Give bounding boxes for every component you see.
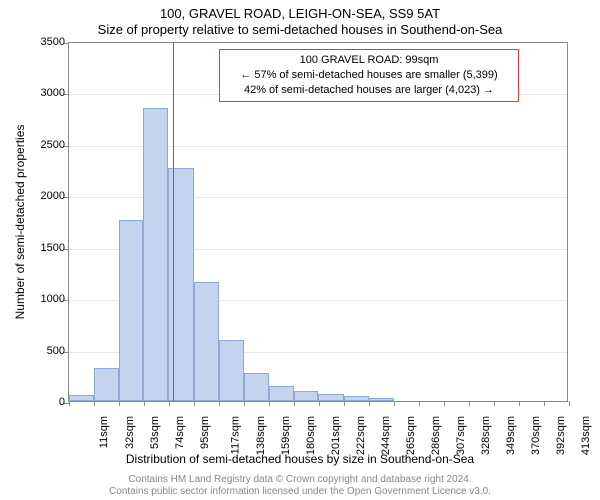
histogram-bar bbox=[194, 282, 219, 401]
xtick-label: 392sqm bbox=[555, 416, 567, 455]
histogram-bar bbox=[219, 340, 244, 401]
xtick-label: 307sqm bbox=[455, 416, 467, 455]
xtick-label: 117sqm bbox=[229, 416, 241, 454]
xtick-mark bbox=[519, 401, 520, 406]
chart-title-subtitle: Size of property relative to semi-detach… bbox=[0, 22, 600, 37]
footer-copyright-2: Contains public sector information licen… bbox=[0, 486, 600, 497]
xtick-label: 11sqm bbox=[98, 416, 110, 448]
xtick-mark bbox=[244, 401, 245, 406]
xtick-label: 201sqm bbox=[330, 416, 342, 455]
histogram-bar bbox=[318, 394, 344, 401]
xtick-label: 95sqm bbox=[199, 416, 211, 449]
ytick-label: 0 bbox=[5, 396, 65, 408]
histogram-bar bbox=[244, 373, 269, 401]
histogram-bar bbox=[94, 368, 119, 401]
xtick-mark bbox=[444, 401, 445, 406]
xtick-label: 370sqm bbox=[530, 416, 542, 455]
ytick-label: 3500 bbox=[5, 36, 65, 48]
marker-line bbox=[173, 43, 174, 401]
footer-copyright-1: Contains HM Land Registry data © Crown c… bbox=[0, 474, 600, 485]
xtick-mark bbox=[419, 401, 420, 406]
xtick-mark bbox=[119, 401, 120, 406]
xtick-mark bbox=[269, 401, 270, 406]
infobox: 100 GRAVEL ROAD: 99sqm← 57% of semi-deta… bbox=[219, 49, 519, 102]
xtick-label: 349sqm bbox=[505, 416, 517, 455]
xtick-label: 413sqm bbox=[580, 416, 592, 455]
plot-area: 100 GRAVEL ROAD: 99sqm← 57% of semi-deta… bbox=[68, 42, 568, 402]
histogram-bar bbox=[143, 108, 168, 401]
xtick-label: 53sqm bbox=[149, 416, 161, 449]
infobox-line: 100 GRAVEL ROAD: 99sqm bbox=[226, 53, 512, 68]
xtick-mark bbox=[344, 401, 345, 406]
xtick-label: 244sqm bbox=[380, 416, 392, 455]
xtick-mark bbox=[569, 401, 570, 406]
xtick-mark bbox=[169, 401, 170, 406]
xtick-label: 74sqm bbox=[174, 416, 186, 449]
xtick-mark bbox=[144, 401, 145, 406]
xtick-mark bbox=[494, 401, 495, 406]
ytick-label: 3000 bbox=[5, 87, 65, 99]
histogram-bar bbox=[369, 398, 394, 401]
infobox-line: 42% of semi-detached houses are larger (… bbox=[226, 83, 512, 98]
ytick-label: 1000 bbox=[5, 293, 65, 305]
xtick-label: 159sqm bbox=[280, 416, 292, 455]
histogram-bar bbox=[344, 396, 369, 401]
ytick-label: 2500 bbox=[5, 139, 65, 151]
ytick-label: 2000 bbox=[5, 190, 65, 202]
xtick-mark bbox=[319, 401, 320, 406]
xtick-label: 138sqm bbox=[255, 416, 267, 455]
xtick-mark bbox=[94, 401, 95, 406]
histogram-bar bbox=[119, 220, 144, 401]
infobox-line: ← 57% of semi-detached houses are smalle… bbox=[226, 68, 512, 83]
histogram-bar bbox=[269, 386, 294, 401]
xtick-mark bbox=[219, 401, 220, 406]
ytick-label: 1500 bbox=[5, 242, 65, 254]
xtick-mark bbox=[469, 401, 470, 406]
xtick-mark bbox=[194, 401, 195, 406]
xtick-label: 32sqm bbox=[124, 416, 136, 449]
xtick-mark bbox=[294, 401, 295, 406]
ytick-label: 500 bbox=[5, 345, 65, 357]
xtick-mark bbox=[544, 401, 545, 406]
chart-title-address: 100, GRAVEL ROAD, LEIGH-ON-SEA, SS9 5AT bbox=[0, 6, 600, 21]
xtick-label: 286sqm bbox=[430, 416, 442, 455]
xtick-label: 328sqm bbox=[480, 416, 492, 455]
xtick-label: 265sqm bbox=[405, 416, 417, 455]
y-axis-label: Number of semi-detached properties bbox=[13, 122, 27, 322]
xtick-mark bbox=[369, 401, 370, 406]
xtick-mark bbox=[394, 401, 395, 406]
xtick-label: 180sqm bbox=[305, 416, 317, 455]
histogram-bar bbox=[294, 391, 319, 401]
xtick-mark bbox=[69, 401, 70, 406]
histogram-bar bbox=[69, 395, 94, 401]
xtick-label: 222sqm bbox=[355, 416, 367, 455]
